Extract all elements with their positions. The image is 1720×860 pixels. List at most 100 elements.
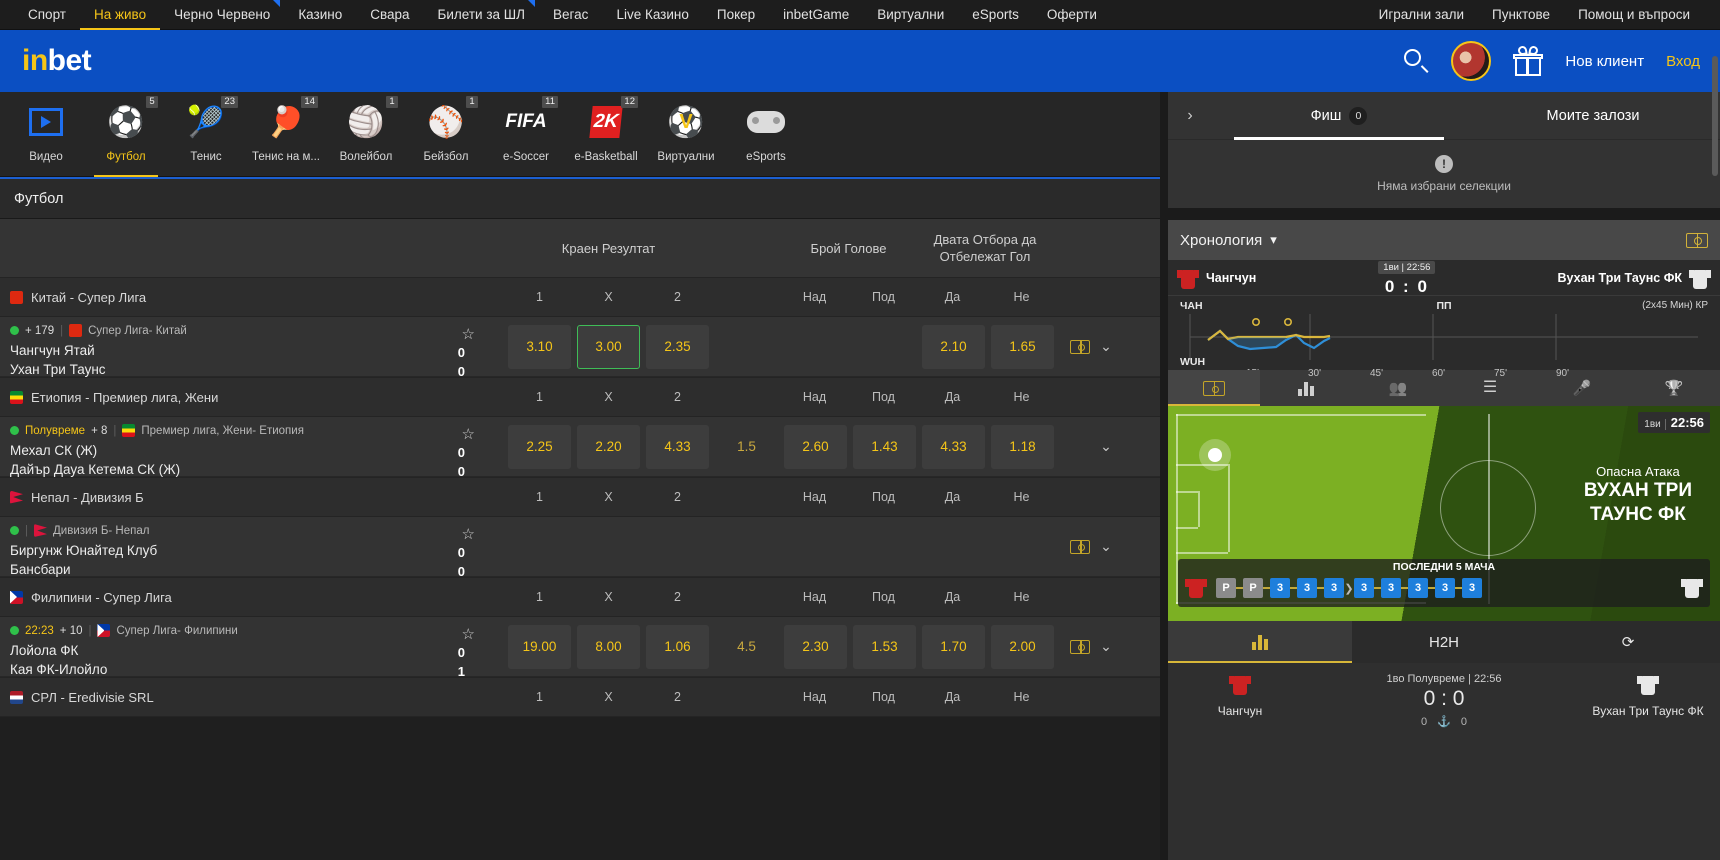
nav-item-1[interactable]: На живо — [79, 0, 161, 30]
sport-tab-badge: 23 — [221, 96, 238, 108]
odd-cell: 2.00 — [988, 617, 1057, 676]
pitch-icon[interactable] — [1686, 232, 1708, 248]
favorite-star-icon[interactable]: ☆ — [461, 426, 475, 443]
stats-icon-tabs: 👥 ☰ 🎤 🏆 — [1168, 370, 1720, 406]
chevron-down-icon[interactable]: ⌄ — [1100, 638, 1112, 654]
odd-button-Под[interactable]: 1.43 — [853, 424, 916, 469]
sport-tab-label: Виртуални — [657, 151, 715, 163]
nav-item-12[interactable]: Оферти — [1033, 0, 1111, 30]
nav-item-11[interactable]: eSports — [958, 0, 1033, 30]
odd-button-Над[interactable]: 2.30 — [784, 624, 847, 669]
chevron-down-icon[interactable]: ▾ — [1270, 232, 1277, 247]
sport-tab-8[interactable]: ⚽ V Виртуални — [646, 92, 726, 177]
sport-tab-badge: 11 — [542, 96, 558, 108]
new-client-button[interactable]: Нов клиент — [1565, 52, 1645, 70]
nav-item-9[interactable]: inbetGame — [769, 0, 863, 30]
league-name-cell: Филипини - Супер Лига — [0, 590, 505, 605]
odd-button-Да[interactable]: 2.10 — [922, 324, 985, 369]
sport-tab-3[interactable]: 🏓 14 Тенис на м... — [246, 92, 326, 177]
odd-button-2[interactable]: 4.33 — [646, 424, 709, 469]
stats-tab-commentary-icon[interactable]: 🎤 — [1536, 370, 1628, 406]
sport-tab-5[interactable]: ⚾ 1 Бейзбол — [406, 92, 486, 177]
league-header[interactable]: Непал - Дивизия Б 1 X 2 Над Под Да Не — [0, 477, 1160, 517]
favorite-star-icon[interactable]: ☆ — [461, 626, 475, 643]
pitch-icon[interactable] — [1070, 639, 1091, 654]
table-row[interactable]: Полувреме + 8 | Премиер лига, Жени- Етиопия… — [0, 417, 1160, 479]
nav-item-5[interactable]: Билети за ШЛ — [424, 0, 540, 30]
chevron-down-icon[interactable]: ⌄ — [1100, 438, 1112, 454]
nav-right-item-0[interactable]: Игрални зали — [1378, 6, 1465, 22]
sport-tab-2[interactable]: 🎾 23 Тенис — [166, 92, 246, 177]
nav-item-6[interactable]: Вегас — [539, 0, 602, 30]
handicap-line-value — [715, 525, 778, 569]
odd-button-Над[interactable]: 2.60 — [784, 424, 847, 469]
tab-betslip[interactable]: Фиш 0 — [1212, 92, 1466, 140]
odd-button-X — [577, 525, 640, 569]
logo-bet: bet — [47, 44, 92, 77]
favorite-star-icon[interactable]: ☆ — [461, 526, 475, 543]
tab-h2h[interactable]: H2H — [1428, 633, 1459, 651]
away-jersey-icon — [1689, 267, 1711, 289]
chronology-header[interactable]: Хронология ▾ — [1168, 220, 1720, 260]
league-header[interactable]: Филипини - Супер Лига 1 X 2 Над Под Да Не — [0, 577, 1160, 617]
odd-button-Да[interactable]: 4.33 — [922, 424, 985, 469]
odd-button-Не[interactable]: 1.65 — [991, 324, 1054, 369]
home-team: Биргунж Юнайтед Клуб — [10, 543, 158, 558]
table-row[interactable]: 22:23 + 10 | Супер Лига- Филипини Лойола ФК К… — [0, 617, 1160, 679]
league-header[interactable]: Китай - Супер Лига 1 X 2 Над Под Да Не — [0, 277, 1160, 317]
pitch-icon[interactable] — [1070, 339, 1091, 354]
search-icon[interactable] — [1403, 48, 1429, 74]
nav-item-8[interactable]: Покер — [703, 0, 769, 30]
odd-button-1[interactable]: 2.25 — [508, 424, 571, 469]
stats-tab-lineups-icon[interactable]: 👥 — [1352, 370, 1444, 406]
chevron-down-icon[interactable]: ⌄ — [1100, 538, 1112, 554]
refresh-icon[interactable]: ⟳ — [1621, 634, 1635, 651]
stats-tab-trophy-icon[interactable]: 🏆 — [1628, 370, 1720, 406]
chevron-down-icon[interactable]: ⌄ — [1100, 338, 1112, 354]
stats-tab-bar-chart-icon[interactable] — [1260, 370, 1352, 406]
stats-tab-table-icon[interactable]: ☰ — [1444, 370, 1536, 406]
odd-button-Не[interactable]: 2.00 — [991, 624, 1054, 669]
nav-right-item-1[interactable]: Пунктове — [1492, 6, 1551, 22]
odd-button-X[interactable]: 2.20 — [577, 424, 640, 469]
chevron-right-icon[interactable]: › — [1187, 106, 1193, 124]
tab-my-bets[interactable]: Моите залози — [1546, 107, 1640, 124]
sport-tab-7[interactable]: 2K 12 e-Basketball — [566, 92, 646, 177]
odd-button-2[interactable]: 2.35 — [646, 324, 709, 369]
nav-item-0[interactable]: Спорт — [14, 0, 80, 30]
nav-item-2[interactable]: Черно Червено — [160, 0, 284, 30]
inbet-logo[interactable]: inbet — [22, 44, 92, 78]
odd-button-Да[interactable]: 1.70 — [922, 624, 985, 669]
pitch-icon[interactable] — [1070, 539, 1091, 554]
odd-button-1[interactable]: 19.00 — [508, 624, 571, 669]
nav-item-7[interactable]: Live Казино — [602, 0, 702, 30]
odd-button-1[interactable]: 3.10 — [508, 324, 571, 369]
sport-tab-6[interactable]: FIFA 11 e-Soccer — [486, 92, 566, 177]
league-header[interactable]: СРЛ - Eredivisie SRL 1 X 2 Над Под Да Не — [0, 677, 1160, 717]
sidebar-scrollbar[interactable] — [1712, 56, 1718, 852]
tab-statistics[interactable] — [1168, 621, 1352, 663]
login-button[interactable]: Вход — [1666, 52, 1700, 70]
chart-home-code: ЧАН — [1180, 300, 1203, 312]
favorite-star-icon[interactable]: ☆ — [461, 326, 475, 343]
column-header-6: Не — [1013, 490, 1030, 504]
nav-item-3[interactable]: Казино — [284, 0, 356, 30]
sport-tab-1[interactable]: ⚽ 5 Футбол — [86, 92, 166, 177]
stats-tab-pitch-icon[interactable] — [1168, 370, 1260, 406]
nav-item-10[interactable]: Виртуални — [863, 0, 958, 30]
odd-button-X[interactable]: 8.00 — [577, 624, 640, 669]
sport-tab-0[interactable]: Видео — [6, 92, 86, 177]
odd-button-Не[interactable]: 1.18 — [991, 424, 1054, 469]
league-header[interactable]: Етиопия - Премиер лига, Жени 1 X 2 Над Под Да Н… — [0, 377, 1160, 417]
nav-item-4[interactable]: Свара — [356, 0, 423, 30]
sport-tab-4[interactable]: 🏐 1 Волейбол — [326, 92, 406, 177]
odd-button-Под[interactable]: 1.53 — [853, 624, 916, 669]
odd-button-X[interactable]: 3.00 — [577, 324, 640, 369]
avatar[interactable] — [1451, 41, 1492, 81]
sport-tab-9[interactable]: eSports — [726, 92, 806, 177]
table-row[interactable]: + 179 | Супер Лига- Китай Чангчун Ятай Ухан … — [0, 317, 1160, 379]
table-row[interactable]: | Дивизия Б- Непал Биргунж Юнайтед Клуб Бан… — [0, 517, 1160, 579]
nav-right-item-2[interactable]: Помощ и въпроси — [1578, 6, 1690, 22]
odd-button-2[interactable]: 1.06 — [646, 624, 709, 669]
gift-icon[interactable] — [1513, 45, 1544, 76]
